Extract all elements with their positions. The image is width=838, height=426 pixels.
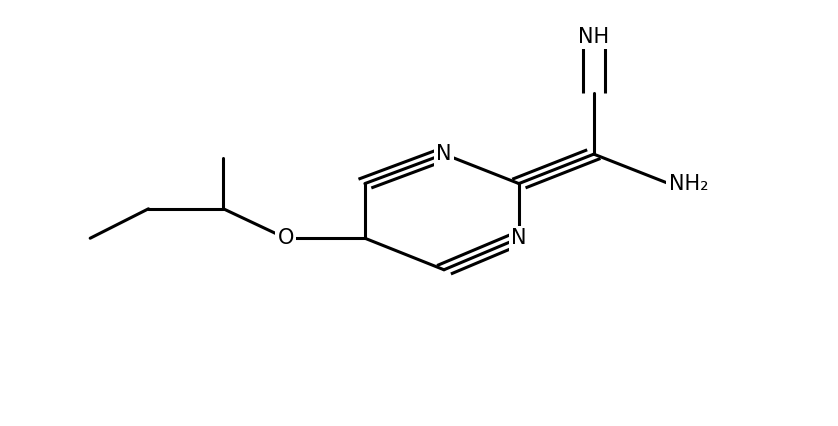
Text: NH₂: NH₂ <box>669 173 708 193</box>
Text: O: O <box>277 228 294 248</box>
Text: NH: NH <box>578 27 609 47</box>
Text: N: N <box>437 144 452 164</box>
Text: N: N <box>511 228 526 248</box>
